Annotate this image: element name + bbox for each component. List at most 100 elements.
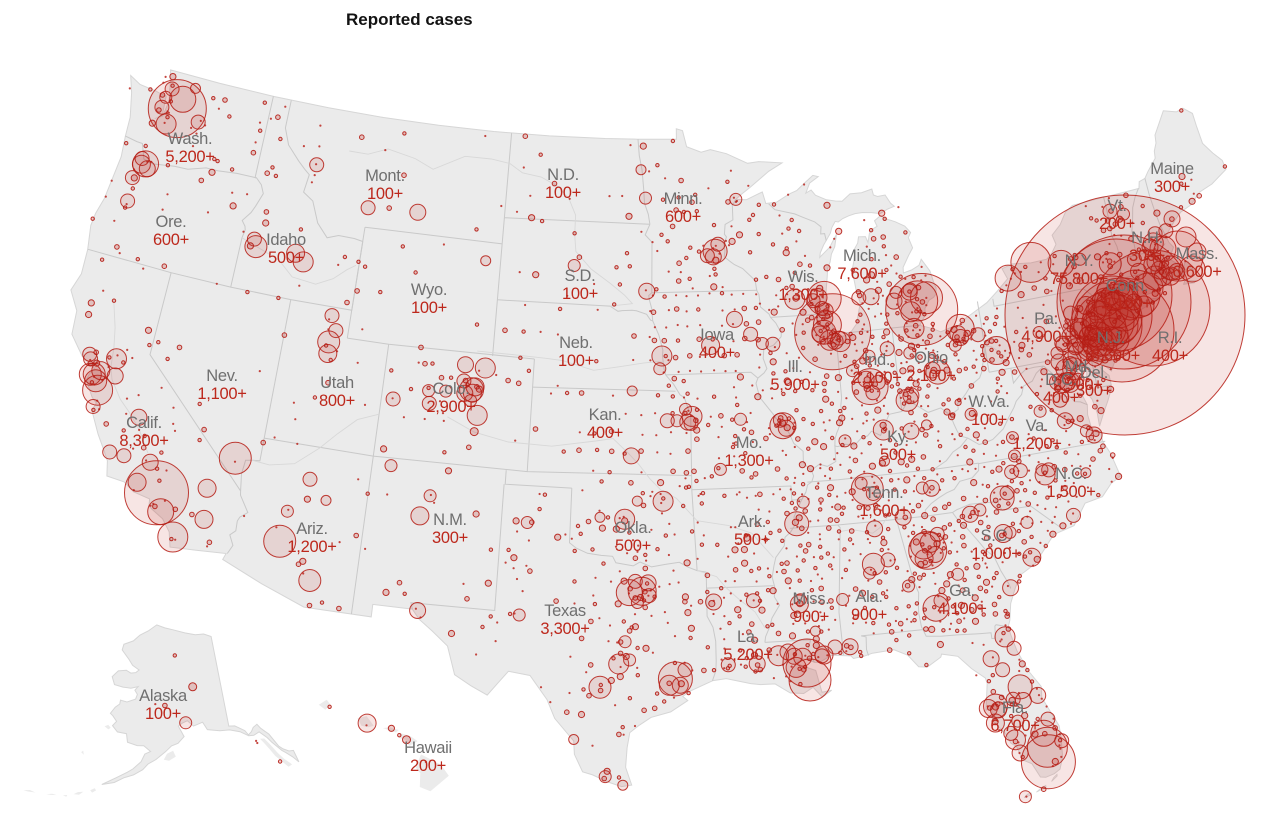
svg-text:6,700+: 6,700+ (990, 717, 1039, 735)
svg-text:Mo.: Mo. (736, 434, 763, 452)
svg-text:400+: 400+ (1152, 347, 1188, 365)
svg-text:Wis.: Wis. (788, 268, 819, 286)
svg-text:300+: 300+ (1129, 247, 1165, 265)
svg-text:3,100+: 3,100+ (1102, 295, 1151, 313)
svg-text:N.D.: N.D. (547, 166, 579, 184)
svg-text:300+: 300+ (432, 529, 468, 547)
svg-text:Fla.: Fla. (1002, 699, 1028, 717)
svg-text:La.: La. (737, 628, 759, 646)
svg-text:500+: 500+ (268, 249, 304, 267)
svg-text:2,900+: 2,900+ (1053, 376, 1102, 394)
svg-text:N.C.: N.C. (1055, 465, 1087, 483)
svg-text:900+: 900+ (793, 608, 829, 626)
svg-text:Md.: Md. (1065, 358, 1092, 376)
svg-text:100+: 100+ (411, 299, 447, 317)
svg-text:100+: 100+ (145, 705, 181, 723)
svg-text:Kan.: Kan. (589, 406, 622, 424)
svg-text:400+: 400+ (1043, 389, 1079, 407)
svg-text:W.Va.: W.Va. (968, 393, 1009, 411)
svg-text:Del.: Del. (1080, 364, 1108, 382)
svg-text:Calif.: Calif. (126, 414, 162, 432)
svg-text:5,900+: 5,900+ (770, 376, 819, 394)
svg-text:Idaho: Idaho (266, 231, 306, 249)
svg-text:N.M.: N.M. (433, 511, 467, 529)
svg-text:Reported cases: Reported cases (346, 10, 473, 29)
svg-text:6,600+: 6,600+ (1172, 263, 1221, 281)
svg-text:1,500+: 1,500+ (1046, 483, 1095, 501)
svg-text:Okla.: Okla. (614, 519, 651, 537)
svg-text:4,900+: 4,900+ (1021, 328, 1070, 346)
svg-text:Neb.: Neb. (559, 334, 593, 352)
svg-text:100+: 100+ (562, 285, 598, 303)
svg-text:100+: 100+ (558, 352, 594, 370)
svg-text:5,200+: 5,200+ (723, 646, 772, 664)
svg-text:Ky.: Ky. (887, 428, 909, 446)
svg-text:Vt.: Vt. (1107, 197, 1126, 215)
svg-text:1,600+: 1,600+ (859, 502, 908, 520)
svg-text:S.D.: S.D. (565, 267, 596, 285)
svg-text:1,300+: 1,300+ (724, 452, 773, 470)
svg-text:300+: 300+ (1154, 178, 1190, 196)
svg-text:Ill.: Ill. (787, 358, 802, 376)
svg-text:100+: 100+ (971, 411, 1007, 429)
svg-text:800+: 800+ (319, 392, 355, 410)
svg-text:18,600+: 18,600+ (1082, 347, 1140, 365)
svg-text:500+: 500+ (734, 531, 770, 549)
svg-text:Mont.: Mont. (365, 167, 405, 185)
svg-text:Wash.: Wash. (168, 130, 213, 148)
svg-text:4,100+: 4,100+ (937, 600, 986, 618)
svg-text:Pa.: Pa. (1034, 310, 1058, 328)
svg-text:S.C.: S.C. (981, 527, 1012, 545)
svg-text:2,900+: 2,900+ (426, 398, 475, 416)
svg-text:Ind.: Ind. (864, 351, 890, 369)
svg-text:Colo.: Colo. (432, 380, 469, 398)
svg-text:N.H.: N.H. (1131, 229, 1163, 247)
svg-text:Mass.: Mass. (1176, 245, 1219, 263)
svg-text:400+: 400+ (699, 344, 735, 362)
svg-text:Maine: Maine (1150, 160, 1194, 178)
svg-text:8,300+: 8,300+ (119, 432, 168, 450)
svg-text:2,100+: 2,100+ (906, 367, 955, 385)
svg-text:N.J.: N.J. (1097, 329, 1125, 347)
svg-text:Ohio: Ohio (914, 349, 948, 367)
svg-text:900+: 900+ (851, 606, 887, 624)
svg-text:100+: 100+ (367, 185, 403, 203)
svg-text:500+: 500+ (615, 537, 651, 555)
svg-text:Minn.: Minn. (664, 190, 703, 208)
svg-text:Va.: Va. (1026, 417, 1049, 435)
svg-text:1,100+: 1,100+ (197, 385, 246, 403)
svg-text:3,300+: 3,300+ (540, 620, 589, 638)
svg-text:Utah: Utah (320, 374, 354, 392)
svg-text:Texas: Texas (544, 602, 586, 620)
svg-text:75,800+: 75,800+ (1050, 270, 1108, 288)
svg-text:Alaska: Alaska (139, 687, 188, 705)
svg-text:Ala.: Ala. (855, 588, 882, 606)
svg-text:Ore.: Ore. (156, 213, 187, 231)
svg-text:Hawaii: Hawaii (404, 739, 452, 757)
svg-text:Ark.: Ark. (738, 513, 766, 531)
svg-text:600+: 600+ (665, 208, 701, 226)
svg-text:Conn.: Conn. (1106, 277, 1149, 295)
svg-text:1,300+: 1,300+ (778, 286, 827, 304)
svg-text:7,600+: 7,600+ (837, 265, 886, 283)
svg-text:Ariz.: Ariz. (296, 520, 328, 538)
svg-text:600+: 600+ (153, 231, 189, 249)
svg-text:100+: 100+ (545, 184, 581, 202)
svg-text:Wyo.: Wyo. (411, 281, 447, 299)
svg-text:R.I.: R.I. (1158, 329, 1182, 347)
svg-text:5,200+: 5,200+ (165, 148, 214, 166)
svg-text:Iowa: Iowa (700, 326, 735, 344)
svg-text:300+: 300+ (1076, 382, 1112, 400)
svg-text:200+: 200+ (410, 757, 446, 775)
svg-text:2,100+: 2,100+ (852, 369, 901, 387)
svg-text:400+: 400+ (587, 424, 623, 442)
svg-text:D.C.: D.C. (1045, 371, 1077, 389)
svg-text:1,200+: 1,200+ (1012, 435, 1061, 453)
svg-text:1,000+: 1,000+ (971, 545, 1020, 563)
svg-text:1,200+: 1,200+ (287, 538, 336, 556)
svg-text:Mich.: Mich. (843, 247, 881, 265)
svg-text:Nev.: Nev. (206, 367, 238, 385)
svg-text:N.Y.: N.Y. (1065, 252, 1094, 270)
svg-text:200+: 200+ (1099, 215, 1135, 233)
svg-text:Ga.: Ga. (949, 582, 975, 600)
